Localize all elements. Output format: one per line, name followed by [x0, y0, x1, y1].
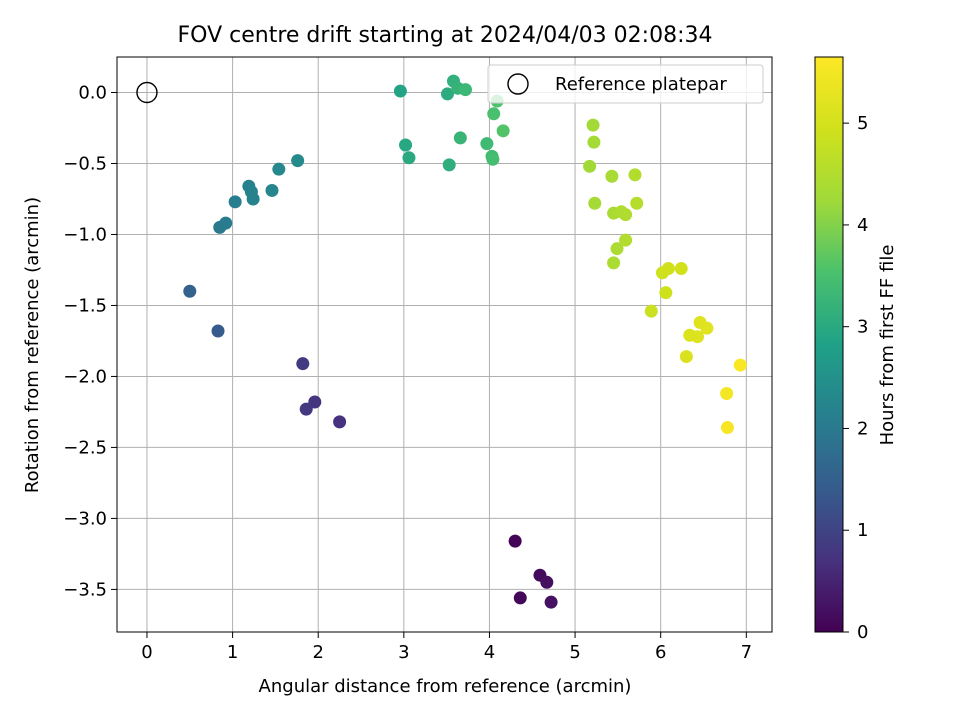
data-point: [720, 386, 734, 400]
data-point: [402, 151, 416, 165]
data-point: [219, 216, 233, 230]
x-tick-label: 0: [141, 642, 152, 663]
data-point: [183, 284, 197, 298]
data-point: [619, 208, 633, 222]
colorbar-tick-label: 3: [857, 317, 868, 338]
x-axis-ticks: 0 1 2 3 4 5 6 7: [141, 632, 752, 663]
x-tick-label: 4: [484, 642, 495, 663]
data-point: [700, 321, 714, 335]
colorbar-tick-label: 1: [857, 520, 868, 541]
data-point: [691, 330, 705, 344]
plot-area: [117, 57, 772, 632]
data-point: [513, 591, 527, 605]
x-tick-label: 1: [227, 642, 238, 663]
data-point: [440, 87, 454, 101]
legend-box: [487, 64, 764, 104]
x-tick-label: 7: [741, 642, 752, 663]
legend: Reference platepar: [487, 64, 764, 104]
legend-label: Reference platepar: [555, 74, 727, 95]
data-point: [619, 233, 633, 247]
x-tick-label: 6: [655, 642, 666, 663]
data-point: [211, 324, 225, 338]
data-point: [458, 83, 472, 97]
colorbar-ticks: 0 1 2 3 4 5: [843, 113, 868, 643]
x-tick-label: 5: [569, 642, 580, 663]
data-point: [299, 402, 313, 416]
plot-frame: [116, 56, 773, 633]
colorbar-tick-label: 4: [857, 215, 868, 236]
colorbar-tick-label: 2: [857, 418, 868, 439]
data-point: [605, 169, 619, 183]
x-axis-label: Angular distance from reference (arcmin): [259, 676, 632, 697]
data-point: [296, 357, 310, 371]
data-point: [487, 107, 501, 121]
data-point: [291, 154, 305, 168]
data-point: [679, 350, 693, 364]
y-axis-ticks: 0.0 −0.5 −1.0 −1.5 −2.0 −2.5 −3.0 −3.5: [63, 82, 117, 600]
data-points: [183, 74, 747, 609]
x-tick-label: 3: [398, 642, 409, 663]
data-point: [586, 118, 600, 132]
y-tick-label: −2.5: [63, 437, 107, 458]
y-tick-label: −2.0: [63, 366, 107, 387]
data-point: [399, 138, 413, 152]
data-point: [720, 421, 734, 435]
y-tick-label: −3.5: [63, 579, 107, 600]
data-point: [674, 262, 688, 276]
data-point: [480, 137, 494, 151]
y-tick-label: −1.5: [63, 295, 107, 316]
data-point: [486, 152, 500, 166]
data-point: [544, 595, 558, 609]
data-point: [508, 534, 522, 548]
data-point: [453, 131, 467, 145]
chart-title: FOV centre drift starting at 2024/04/03 …: [178, 23, 713, 48]
data-point: [393, 84, 407, 98]
data-point: [610, 242, 624, 256]
y-tick-label: −0.5: [63, 153, 107, 174]
data-point: [628, 168, 642, 182]
data-point: [630, 196, 644, 210]
data-point: [246, 192, 260, 206]
data-point: [540, 575, 554, 589]
data-point: [587, 135, 601, 149]
colorbar-label: Hours from first FF file: [877, 245, 898, 446]
data-point: [588, 196, 602, 210]
data-point: [659, 286, 673, 300]
data-point: [308, 395, 322, 409]
data-point: [661, 262, 675, 276]
colorbar-tick-label: 0: [857, 622, 868, 643]
y-tick-label: −1.0: [63, 224, 107, 245]
data-point: [272, 162, 286, 176]
data-point: [333, 415, 347, 429]
data-point: [583, 159, 597, 173]
y-tick-label: 0.0: [78, 82, 107, 103]
data-point: [644, 304, 658, 318]
colorbar: [814, 56, 844, 633]
reference-point-marker: [136, 81, 158, 104]
data-point: [265, 183, 279, 197]
colorbar-tick-label: 5: [857, 113, 868, 134]
data-point: [442, 158, 456, 172]
legend-marker-icon: [507, 73, 529, 95]
data-point: [228, 195, 242, 209]
y-axis-label: Rotation from reference (arcmin): [22, 197, 43, 493]
grid-lines: [117, 57, 772, 632]
data-point: [607, 256, 621, 270]
data-point: [496, 124, 510, 138]
data-point: [733, 358, 747, 372]
y-tick-label: −3.0: [63, 508, 107, 529]
x-tick-label: 2: [312, 642, 323, 663]
